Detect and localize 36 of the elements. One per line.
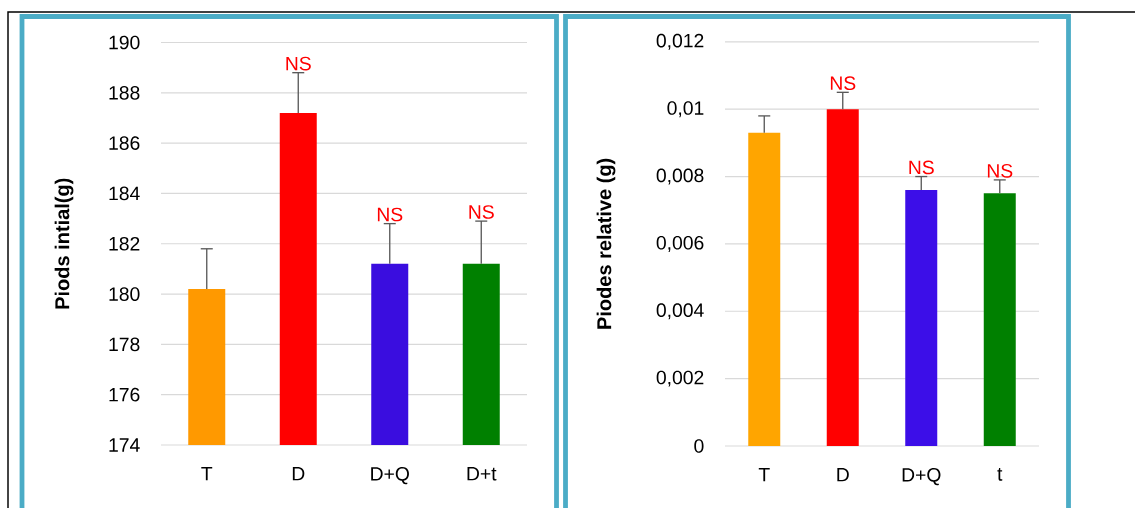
y-tick-label: 0,012 [656, 33, 704, 50]
y-tick-label: 178 [109, 337, 140, 352]
x-tick-label: D+Q [371, 467, 409, 485]
annotation: NS [286, 56, 311, 71]
y-tick-label: 0,008 [656, 168, 704, 185]
bar [905, 190, 938, 446]
annotation: NS [377, 207, 403, 222]
annotation: NS [909, 160, 934, 175]
y-tick-label: 176 [109, 387, 140, 402]
x-tick-label: D [837, 468, 849, 482]
y-tick-label: 0,006 [656, 235, 704, 252]
y-tick-label: 182 [109, 236, 140, 251]
y-tick-label: 184 [109, 186, 140, 201]
y-tick-label: 188 [109, 85, 140, 100]
bar [748, 132, 781, 446]
x-tick-label: T [201, 467, 213, 481]
y-tick-label: 0,002 [656, 370, 704, 387]
y-tick-label: 190 [109, 35, 140, 50]
x-tick-label: D [292, 467, 305, 481]
y-axis-title: Piodes relative (g) [596, 158, 616, 329]
x-tick-label: D+t [467, 467, 497, 481]
y-tick-label: 0,01 [667, 101, 704, 118]
bar [826, 109, 859, 446]
y-axis-title: Piods intial(g) [54, 178, 74, 309]
x-tick-label: T [758, 468, 770, 482]
y-tick-label: 186 [109, 136, 140, 150]
y-tick-label: 180 [109, 287, 140, 301]
y-tick-label: 0 [694, 439, 704, 453]
x-tick-label: D+Q [902, 468, 941, 486]
y-tick-label: 0,004 [656, 303, 704, 320]
annotation: NS [469, 205, 494, 219]
y-tick-label: 174 [109, 438, 140, 452]
x-tick-label: t [997, 468, 1003, 481]
bar [983, 193, 1016, 446]
annotation: NS [987, 163, 1013, 178]
annotation: NS [830, 76, 856, 91]
